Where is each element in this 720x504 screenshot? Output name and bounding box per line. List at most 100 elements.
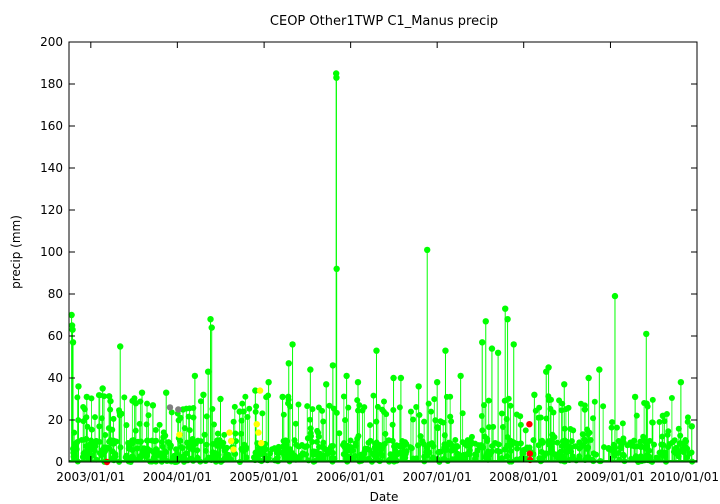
background-point bbox=[231, 403, 238, 410]
background-point bbox=[568, 444, 575, 451]
data-point bbox=[494, 349, 502, 356]
background-point bbox=[513, 411, 520, 418]
background-point bbox=[601, 444, 608, 451]
background-point bbox=[410, 416, 417, 423]
background-point bbox=[340, 393, 347, 400]
background-point bbox=[136, 455, 143, 462]
background-point bbox=[239, 400, 246, 407]
background-point bbox=[416, 412, 423, 419]
background-point bbox=[168, 409, 175, 416]
background-point bbox=[407, 444, 414, 451]
data-point bbox=[208, 324, 215, 331]
background-point bbox=[304, 403, 311, 410]
background-point bbox=[591, 398, 598, 405]
data-point bbox=[643, 330, 650, 338]
data-point bbox=[442, 347, 449, 354]
y-tick-label: 60 bbox=[48, 329, 63, 343]
background-point bbox=[507, 402, 514, 409]
data-point bbox=[329, 362, 337, 369]
background-point bbox=[153, 446, 160, 453]
background-point bbox=[74, 394, 81, 401]
background-point bbox=[304, 435, 311, 442]
background-point bbox=[110, 454, 117, 461]
background-point bbox=[627, 439, 634, 446]
background-point bbox=[78, 437, 85, 444]
data-point bbox=[585, 374, 592, 382]
background-point bbox=[102, 432, 109, 439]
background-point bbox=[569, 453, 576, 460]
y-tick-label: 140 bbox=[40, 161, 63, 175]
background-point bbox=[116, 409, 123, 416]
series-1 bbox=[176, 387, 265, 453]
data-point bbox=[504, 316, 511, 323]
background-point bbox=[347, 437, 354, 444]
y-tick-label: 120 bbox=[40, 203, 63, 217]
background-point bbox=[192, 440, 199, 447]
background-point bbox=[536, 455, 543, 462]
background-point bbox=[145, 412, 152, 419]
background-point bbox=[608, 424, 615, 431]
data-point bbox=[200, 391, 207, 398]
data-point bbox=[479, 339, 486, 346]
background-point bbox=[567, 426, 574, 433]
data-point bbox=[333, 74, 340, 81]
background-point bbox=[177, 437, 184, 444]
background-point bbox=[454, 443, 461, 450]
background-point bbox=[561, 425, 568, 432]
data-point bbox=[162, 389, 170, 396]
background-point bbox=[356, 402, 363, 409]
data-point bbox=[482, 318, 489, 325]
background-point bbox=[389, 421, 396, 428]
background-point bbox=[269, 446, 276, 453]
x-tick-label: 2007/01/01 bbox=[403, 470, 472, 484]
y-axis-label: precip (mm) bbox=[9, 215, 23, 289]
data-point bbox=[688, 423, 695, 430]
data-point bbox=[68, 311, 75, 319]
background-point bbox=[539, 437, 546, 444]
background-point bbox=[620, 435, 627, 442]
data-point bbox=[179, 406, 187, 413]
background-point bbox=[121, 394, 128, 401]
data-point bbox=[265, 379, 272, 386]
background-point bbox=[301, 443, 308, 450]
data-point bbox=[226, 429, 233, 436]
series-3 bbox=[166, 404, 182, 413]
background-point bbox=[324, 447, 331, 454]
background-point bbox=[242, 393, 249, 400]
background-point bbox=[413, 403, 420, 410]
background-point bbox=[600, 403, 607, 410]
background-point bbox=[399, 437, 406, 444]
background-point bbox=[431, 396, 438, 403]
background-point bbox=[315, 444, 322, 451]
background-point bbox=[462, 452, 469, 459]
background-point bbox=[203, 413, 210, 420]
background-point bbox=[273, 449, 280, 456]
background-point bbox=[440, 419, 447, 426]
background-point bbox=[84, 423, 91, 430]
x-axis-label: Date bbox=[370, 490, 399, 504]
data-point bbox=[526, 450, 534, 457]
data-point bbox=[531, 391, 538, 398]
background-point bbox=[244, 413, 251, 420]
data-point bbox=[581, 406, 589, 413]
background-point bbox=[441, 432, 448, 439]
background-point bbox=[463, 442, 470, 449]
background-point bbox=[396, 404, 403, 411]
background-point bbox=[466, 447, 473, 454]
background-point bbox=[320, 418, 327, 425]
data-point bbox=[343, 372, 350, 380]
background-point bbox=[646, 447, 653, 454]
data-point bbox=[390, 374, 397, 382]
background-point bbox=[106, 393, 113, 400]
background-point bbox=[447, 413, 454, 420]
background-point bbox=[185, 413, 192, 420]
y-tick-label: 80 bbox=[48, 287, 63, 301]
data-point bbox=[457, 372, 464, 380]
background-point bbox=[173, 446, 180, 453]
data-point bbox=[289, 341, 296, 348]
background-point bbox=[656, 418, 663, 425]
chart-title: CEOP Other1TWP C1_Manus precip bbox=[270, 14, 498, 29]
background-point bbox=[265, 392, 272, 399]
background-point bbox=[665, 428, 672, 435]
background-point bbox=[530, 437, 537, 444]
